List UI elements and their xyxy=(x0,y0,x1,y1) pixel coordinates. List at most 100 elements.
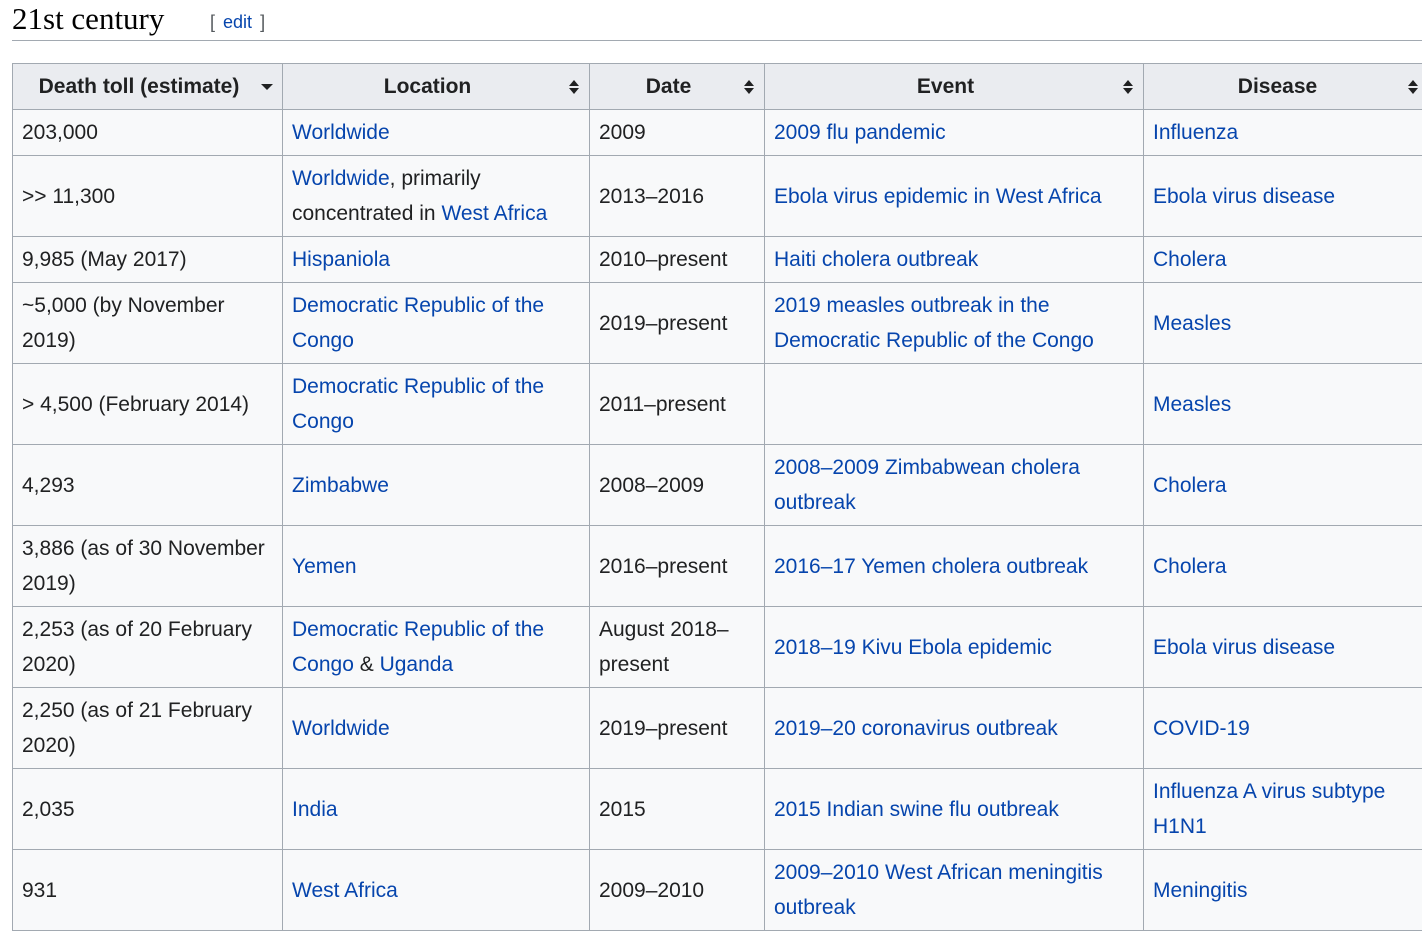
death-toll-cell: 203,000 xyxy=(13,110,283,156)
date-cell: August 2018–present xyxy=(590,607,765,688)
death-toll-cell: 2,253 (as of 20 February 2020) xyxy=(13,607,283,688)
disease-link[interactable]: Meningitis xyxy=(1153,879,1248,902)
event-cell: 2016–17 Yemen cholera outbreak xyxy=(765,526,1144,607)
event-link[interactable]: 2008–2009 Zimbabwean cholera outbreak xyxy=(774,456,1080,514)
location-link[interactable]: Worldwide xyxy=(292,167,390,190)
table-row: 3,886 (as of 30 November 2019) Yemen 2016–… xyxy=(13,526,1422,607)
event-link[interactable]: 2009 flu pandemic xyxy=(774,121,946,144)
sort-unsorted-icon[interactable] xyxy=(1407,79,1419,95)
disease-link[interactable]: Measles xyxy=(1153,393,1231,416)
location-link[interactable]: West Africa xyxy=(292,879,398,902)
location-link[interactable]: Worldwide xyxy=(292,121,390,144)
column-header-date[interactable]: Date xyxy=(590,64,765,110)
disease-link[interactable]: Ebola virus disease xyxy=(1153,636,1335,659)
sort-unsorted-icon[interactable] xyxy=(743,79,755,95)
date-cell: 2010–present xyxy=(590,237,765,283)
disease-link[interactable]: Influenza xyxy=(1153,121,1238,144)
event-link[interactable]: 2019–20 coronavirus outbreak xyxy=(774,717,1058,740)
disease-cell: Measles xyxy=(1144,364,1422,445)
date-cell: 2015 xyxy=(590,769,765,850)
location-cell: Democratic Republic of the Congo xyxy=(283,364,590,445)
death-toll-cell: 4,293 xyxy=(13,445,283,526)
location-link[interactable]: Worldwide xyxy=(292,717,390,740)
date-cell: 2009 xyxy=(590,110,765,156)
location-link[interactable]: Zimbabwe xyxy=(292,474,389,497)
table-row: 2,035 India 2015 2015 Indian swine flu outb… xyxy=(13,769,1422,850)
event-link[interactable]: 2016–17 Yemen cholera outbreak xyxy=(774,555,1088,578)
event-link[interactable]: 2019 measles outbreak in the Democratic … xyxy=(774,294,1094,352)
location-link[interactable]: West Africa xyxy=(441,202,547,225)
event-cell: 2019 measles outbreak in the Democratic … xyxy=(765,283,1144,364)
sort-unsorted-icon[interactable] xyxy=(1122,79,1134,95)
disease-link[interactable]: Cholera xyxy=(1153,248,1227,271)
location-link[interactable]: Democratic Republic of the Congo xyxy=(292,375,544,433)
disease-cell: Cholera xyxy=(1144,526,1422,607)
edit-link[interactable]: edit xyxy=(223,12,252,32)
event-cell: 2019–20 coronavirus outbreak xyxy=(765,688,1144,769)
table-row: 9,985 (May 2017) Hispaniola 2010–present Ha… xyxy=(13,237,1422,283)
column-header-label: Location xyxy=(384,75,472,98)
location-cell: Zimbabwe xyxy=(283,445,590,526)
edit-section: [ edit ] xyxy=(210,11,265,33)
location-cell: Democratic Republic of the Congo & Ugand… xyxy=(283,607,590,688)
disease-link[interactable]: COVID-19 xyxy=(1153,717,1250,740)
edit-bracket-open: [ xyxy=(210,12,215,32)
death-toll-cell: 2,035 xyxy=(13,769,283,850)
location-cell: Democratic Republic of the Congo xyxy=(283,283,590,364)
death-toll-cell: > 4,500 (February 2014) xyxy=(13,364,283,445)
location-link[interactable]: Democratic Republic of the Congo xyxy=(292,294,544,352)
event-link[interactable]: 2015 Indian swine flu outbreak xyxy=(774,798,1059,821)
disease-link[interactable]: Measles xyxy=(1153,312,1231,335)
location-link[interactable]: Hispaniola xyxy=(292,248,390,271)
column-header-label: Death toll (estimate) xyxy=(39,75,240,98)
death-toll-cell: 3,886 (as of 30 November 2019) xyxy=(13,526,283,607)
disease-link[interactable]: Cholera xyxy=(1153,555,1227,578)
death-toll-cell: 9,985 (May 2017) xyxy=(13,237,283,283)
table-body: 203,000 Worldwide 2009 2009 flu pandemic Inf… xyxy=(13,110,1422,931)
sort-unsorted-icon[interactable] xyxy=(568,79,580,95)
location-cell: Worldwide xyxy=(283,110,590,156)
disease-cell: COVID-19 xyxy=(1144,688,1422,769)
table-row: > 4,500 (February 2014)Democratic Republ… xyxy=(13,364,1422,445)
column-header-location[interactable]: Location xyxy=(283,64,590,110)
column-header-label: Disease xyxy=(1238,75,1317,98)
event-link[interactable]: 2018–19 Kivu Ebola epidemic xyxy=(774,636,1052,659)
section-title: 21st century xyxy=(12,2,164,36)
column-header-death-toll[interactable]: Death toll (estimate) xyxy=(13,64,283,110)
section-heading: 21st century [ edit ] xyxy=(12,0,1422,41)
event-cell: Ebola virus epidemic in West Africa xyxy=(765,156,1144,237)
location-cell: Worldwide xyxy=(283,688,590,769)
disease-cell: Cholera xyxy=(1144,237,1422,283)
death-toll-cell: >> 11,300 xyxy=(13,156,283,237)
disease-cell: Influenza xyxy=(1144,110,1422,156)
column-header-event[interactable]: Event xyxy=(765,64,1144,110)
column-header-disease[interactable]: Disease xyxy=(1144,64,1422,110)
event-cell: 2009–2010 West African meningitis outbre… xyxy=(765,850,1144,931)
event-cell: 2018–19 Kivu Ebola epidemic xyxy=(765,607,1144,688)
table-header-row: Death toll (estimate) Location Date Event Di… xyxy=(13,64,1422,110)
location-cell: India xyxy=(283,769,590,850)
date-cell: 2016–present xyxy=(590,526,765,607)
location-cell: Yemen xyxy=(283,526,590,607)
epidemics-table: Death toll (estimate) Location Date Event Di… xyxy=(12,63,1422,931)
event-link[interactable]: Ebola virus epidemic in West Africa xyxy=(774,185,1102,208)
disease-link[interactable]: Ebola virus disease xyxy=(1153,185,1335,208)
death-toll-cell: 2,250 (as of 21 February 2020) xyxy=(13,688,283,769)
date-cell: 2019–present xyxy=(590,283,765,364)
column-header-label: Event xyxy=(917,75,974,98)
location-link[interactable]: Uganda xyxy=(380,653,454,676)
sort-descending-icon[interactable] xyxy=(261,79,273,95)
disease-link[interactable]: Influenza A virus subtype H1N1 xyxy=(1153,780,1385,838)
location-link[interactable]: Yemen xyxy=(292,555,357,578)
event-cell: Haiti cholera outbreak xyxy=(765,237,1144,283)
event-link[interactable]: Haiti cholera outbreak xyxy=(774,248,978,271)
disease-cell: Cholera xyxy=(1144,445,1422,526)
date-cell: 2013–2016 xyxy=(590,156,765,237)
death-toll-cell: 931 xyxy=(13,850,283,931)
disease-link[interactable]: Cholera xyxy=(1153,474,1227,497)
event-link[interactable]: 2009–2010 West African meningitis outbre… xyxy=(774,861,1103,919)
location-link[interactable]: India xyxy=(292,798,338,821)
